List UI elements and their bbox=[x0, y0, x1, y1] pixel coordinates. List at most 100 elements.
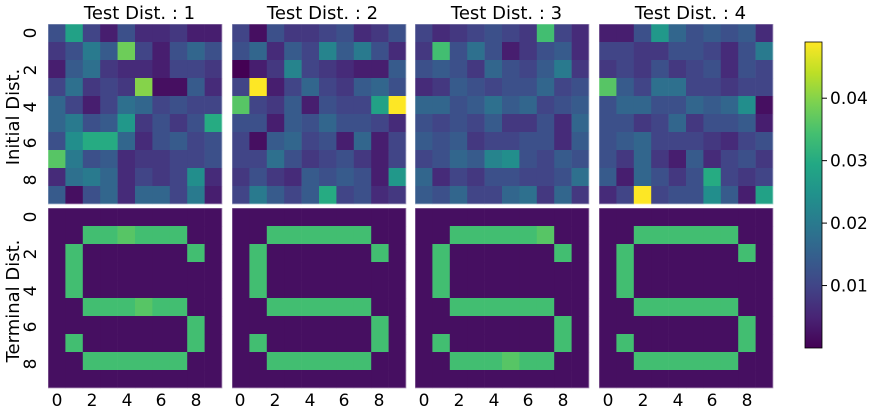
cell-terminal-4-r5-c0 bbox=[599, 298, 617, 317]
cell-terminal-1-r5-c8 bbox=[187, 298, 205, 317]
cell-initial-2-r4-c4 bbox=[301, 96, 320, 115]
cell-terminal-2-r4-c9 bbox=[388, 280, 407, 299]
cell-terminal-4-r0-c0 bbox=[599, 208, 617, 227]
cell-terminal-1-r3-c1 bbox=[65, 262, 84, 281]
cell-initial-4-r3-c1 bbox=[616, 78, 635, 97]
cell-initial-1-r0-c4 bbox=[117, 24, 136, 43]
cell-terminal-4-r9-c1 bbox=[616, 370, 635, 389]
cell-initial-3-r7-c4 bbox=[484, 150, 503, 169]
cell-terminal-4-r5-c5 bbox=[686, 298, 704, 317]
cell-terminal-2-r1-c1 bbox=[249, 226, 268, 245]
cell-terminal-1-r8-c2 bbox=[82, 352, 101, 371]
cell-initial-1-r2-c3 bbox=[100, 60, 118, 79]
cell-initial-3-r2-c4 bbox=[484, 60, 503, 79]
cell-initial-1-r7-c0 bbox=[48, 150, 66, 169]
cell-initial-4-r4-c8 bbox=[738, 96, 756, 115]
cell-initial-1-r6-c3 bbox=[100, 132, 118, 151]
cell-initial-3-r7-c9 bbox=[571, 150, 590, 169]
cell-initial-3-r8-c2 bbox=[449, 168, 468, 187]
cell-initial-1-r8-c2 bbox=[82, 168, 101, 187]
cell-initial-2-r4-c5 bbox=[319, 96, 337, 115]
cell-terminal-2-r6-c3 bbox=[284, 316, 302, 335]
cell-initial-2-r5-c0 bbox=[232, 114, 250, 133]
cell-terminal-4-r5-c8 bbox=[738, 298, 756, 317]
cell-initial-2-r1-c8 bbox=[371, 42, 389, 61]
cell-initial-4-r2-c7 bbox=[720, 60, 739, 79]
cell-terminal-3-r4-c9 bbox=[571, 280, 590, 299]
cell-initial-1-r1-c7 bbox=[169, 42, 188, 61]
cell-initial-3-r8-c5 bbox=[502, 168, 520, 187]
cell-terminal-1-r0-c2 bbox=[82, 208, 101, 227]
cell-terminal-2-r7-c3 bbox=[284, 334, 302, 353]
cell-terminal-3-r4-c6 bbox=[519, 280, 538, 299]
cell-terminal-2-r1-c8 bbox=[371, 226, 389, 245]
cell-initial-1-r8-c6 bbox=[152, 168, 171, 187]
cell-initial-3-r6-c4 bbox=[484, 132, 503, 151]
cell-initial-4-r7-c1 bbox=[616, 150, 635, 169]
xtick-col1-4: 4 bbox=[122, 391, 133, 411]
cell-initial-4-r5-c8 bbox=[738, 114, 756, 133]
cell-initial-4-r9-c0 bbox=[599, 186, 617, 205]
cell-initial-3-r2-c0 bbox=[415, 60, 433, 79]
cell-initial-4-r0-c0 bbox=[599, 24, 617, 43]
cell-initial-3-r2-c9 bbox=[571, 60, 590, 79]
cell-terminal-2-r7-c5 bbox=[319, 334, 337, 353]
cell-initial-2-r4-c3 bbox=[284, 96, 302, 115]
cell-initial-2-r7-c3 bbox=[284, 150, 302, 169]
cell-terminal-3-r1-c4 bbox=[484, 226, 503, 245]
cell-terminal-2-r5-c0 bbox=[232, 298, 250, 317]
cell-initial-3-r0-c0 bbox=[415, 24, 433, 43]
cell-terminal-2-r3-c9 bbox=[388, 262, 407, 281]
cell-initial-3-r2-c5 bbox=[502, 60, 520, 79]
cell-terminal-4-r3-c8 bbox=[738, 262, 756, 281]
cell-terminal-2-r8-c6 bbox=[336, 352, 355, 371]
cell-initial-2-r3-c1 bbox=[249, 78, 268, 97]
cell-initial-4-r8-c3 bbox=[651, 168, 669, 187]
cell-terminal-1-r5-c1 bbox=[65, 298, 84, 317]
cell-initial-4-r1-c6 bbox=[703, 42, 722, 61]
cell-terminal-4-r1-c4 bbox=[668, 226, 687, 245]
cell-initial-4-r2-c4 bbox=[668, 60, 687, 79]
cell-initial-3-r6-c3 bbox=[467, 132, 485, 151]
cell-terminal-1-r9-c3 bbox=[100, 370, 118, 389]
cell-initial-2-r5-c8 bbox=[371, 114, 389, 133]
cell-terminal-3-r6-c6 bbox=[519, 316, 538, 335]
cell-terminal-1-r1-c9 bbox=[204, 226, 223, 245]
cell-terminal-1-r2-c4 bbox=[117, 244, 136, 263]
cell-terminal-4-r6-c1 bbox=[616, 316, 635, 335]
cell-initial-2-r7-c8 bbox=[371, 150, 389, 169]
cell-initial-4-r1-c2 bbox=[633, 42, 652, 61]
cell-terminal-2-r5-c5 bbox=[319, 298, 337, 317]
cell-terminal-1-r7-c3 bbox=[100, 334, 118, 353]
cell-terminal-4-r6-c8 bbox=[738, 316, 756, 335]
cell-terminal-4-r6-c9 bbox=[755, 316, 774, 335]
cell-initial-1-r7-c6 bbox=[152, 150, 171, 169]
cell-terminal-1-r8-c4 bbox=[117, 352, 136, 371]
cell-initial-1-r3-c8 bbox=[187, 78, 205, 97]
cell-terminal-4-r1-c0 bbox=[599, 226, 617, 245]
cell-initial-3-r9-c6 bbox=[519, 186, 538, 205]
cell-terminal-3-r4-c5 bbox=[502, 280, 520, 299]
cell-initial-4-r5-c6 bbox=[703, 114, 722, 133]
cell-terminal-4-r3-c9 bbox=[755, 262, 774, 281]
cell-initial-3-r5-c9 bbox=[571, 114, 590, 133]
cell-initial-3-r8-c1 bbox=[432, 168, 451, 187]
cell-terminal-2-r7-c6 bbox=[336, 334, 355, 353]
cell-terminal-4-r2-c7 bbox=[720, 244, 739, 263]
heatmap-cells bbox=[48, 24, 774, 389]
cell-initial-3-r2-c1 bbox=[432, 60, 451, 79]
cell-terminal-4-r4-c7 bbox=[720, 280, 739, 299]
cell-initial-4-r4-c3 bbox=[651, 96, 669, 115]
cell-initial-1-r9-c7 bbox=[169, 186, 188, 205]
xtick-col3-4: 4 bbox=[489, 391, 500, 411]
cell-terminal-1-r2-c0 bbox=[48, 244, 66, 263]
cell-initial-2-r8-c3 bbox=[284, 168, 302, 187]
cell-initial-2-r1-c4 bbox=[301, 42, 320, 61]
cell-initial-3-r9-c4 bbox=[484, 186, 503, 205]
cell-initial-4-r8-c2 bbox=[633, 168, 652, 187]
cell-terminal-4-r0-c6 bbox=[703, 208, 722, 227]
column-title-3: Test Dist. : 3 bbox=[450, 3, 562, 24]
cell-terminal-1-r9-c1 bbox=[65, 370, 84, 389]
cell-initial-2-r5-c7 bbox=[353, 114, 372, 133]
cell-initial-3-r0-c1 bbox=[432, 24, 451, 43]
